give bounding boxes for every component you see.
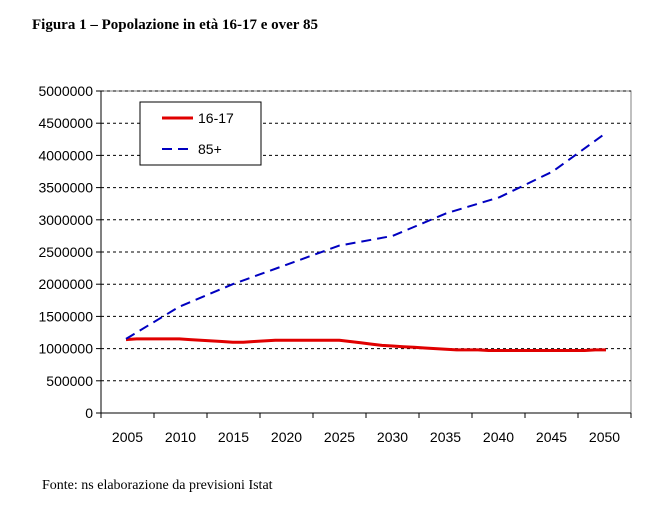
x-tick-label: 2040	[483, 429, 514, 445]
x-axis-ticks: 2005 2010 2015 2020 2025 2030 2035 2040 2045 2050	[100, 413, 632, 445]
y-tick-label: 2500000	[38, 244, 93, 260]
legend: 16-17 85+	[139, 101, 262, 166]
x-tick-label: 2020	[271, 429, 302, 445]
series-line-16-17	[125, 337, 606, 352]
figure-source: Fonte: ns elaborazione da previsioni Ist…	[42, 478, 273, 493]
gridlines	[101, 90, 631, 382]
x-tick-label: 2025	[324, 429, 355, 445]
x-tick-label: 2030	[377, 429, 408, 445]
x-tick-label: 2005	[112, 429, 143, 445]
y-tick-label: 1500000	[38, 308, 93, 324]
y-axis-ticks: 0 500000 1000000 1500000 2000000 2500000 30000…	[38, 83, 101, 421]
x-tick-label: 2050	[589, 429, 620, 445]
series-lines	[125, 132, 607, 352]
legend-label-16-17: 16-17	[198, 110, 234, 126]
y-tick-label: 500000	[46, 373, 93, 389]
y-tick-label: 2000000	[38, 276, 93, 292]
y-tick-label: 1000000	[38, 341, 93, 357]
y-tick-label: 3500000	[38, 180, 93, 196]
y-tick-label: 5000000	[38, 83, 93, 99]
y-tick-label: 0	[85, 405, 93, 421]
x-tick-label: 2010	[165, 429, 196, 445]
figure-title: Figura 1 – Popolazione in età 16-17 e ov…	[32, 17, 318, 33]
x-tick-label: 2045	[536, 429, 567, 445]
x-tick-label: 2035	[430, 429, 461, 445]
x-tick-label: 2015	[218, 429, 249, 445]
y-tick-label: 4500000	[38, 115, 93, 131]
y-tick-label: 4000000	[38, 147, 93, 163]
series-line-85-plus	[125, 132, 607, 340]
legend-label-85-plus: 85+	[198, 141, 222, 157]
legend-box	[139, 101, 262, 166]
y-tick-label: 3000000	[38, 212, 93, 228]
